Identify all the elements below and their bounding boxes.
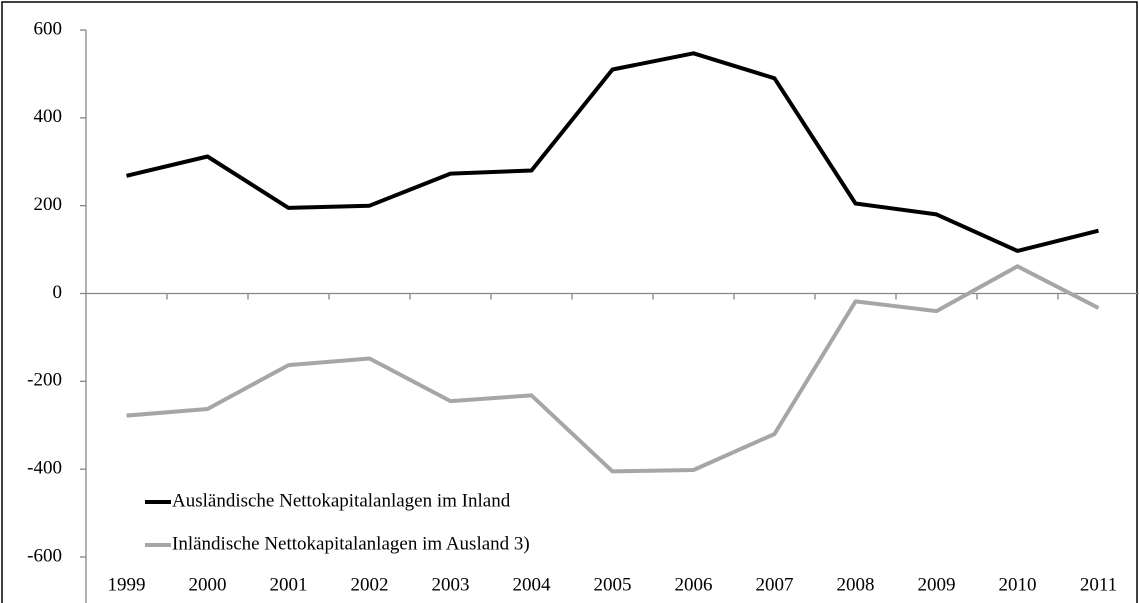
x-tick-label: 2002: [351, 574, 389, 595]
series-line: [126, 264, 1100, 474]
x-tick-label: 2008: [837, 574, 875, 595]
y-tick-label: 600: [34, 18, 63, 39]
x-tick-label: 2000: [189, 574, 227, 595]
x-tick-label: 2003: [432, 574, 470, 595]
x-tick-label: 2005: [594, 574, 632, 595]
y-tick-label: -400: [27, 458, 62, 479]
x-tick-label: 2011: [1080, 574, 1117, 595]
legend-label: Ausländische Nettokapitalanlagen im Inla…: [172, 490, 511, 511]
x-tick-label: 2007: [756, 574, 794, 595]
y-tick-label: -600: [27, 545, 62, 566]
x-tick-label: 2009: [918, 574, 956, 595]
x-tick-label: 2006: [675, 574, 713, 595]
series-line: [126, 51, 1099, 253]
x-tick-label: 1999: [108, 574, 146, 595]
y-tick-label: 400: [34, 106, 63, 127]
x-tick-label: 2010: [999, 574, 1037, 595]
legend-label: Inländische Nettokapitalanlagen im Ausla…: [172, 533, 530, 554]
x-tick-label: 2004: [513, 574, 552, 595]
y-tick-label: 0: [53, 282, 63, 303]
y-tick-label: -200: [27, 370, 62, 391]
y-tick-label: 200: [34, 194, 63, 215]
x-tick-label: 2001: [270, 574, 308, 595]
